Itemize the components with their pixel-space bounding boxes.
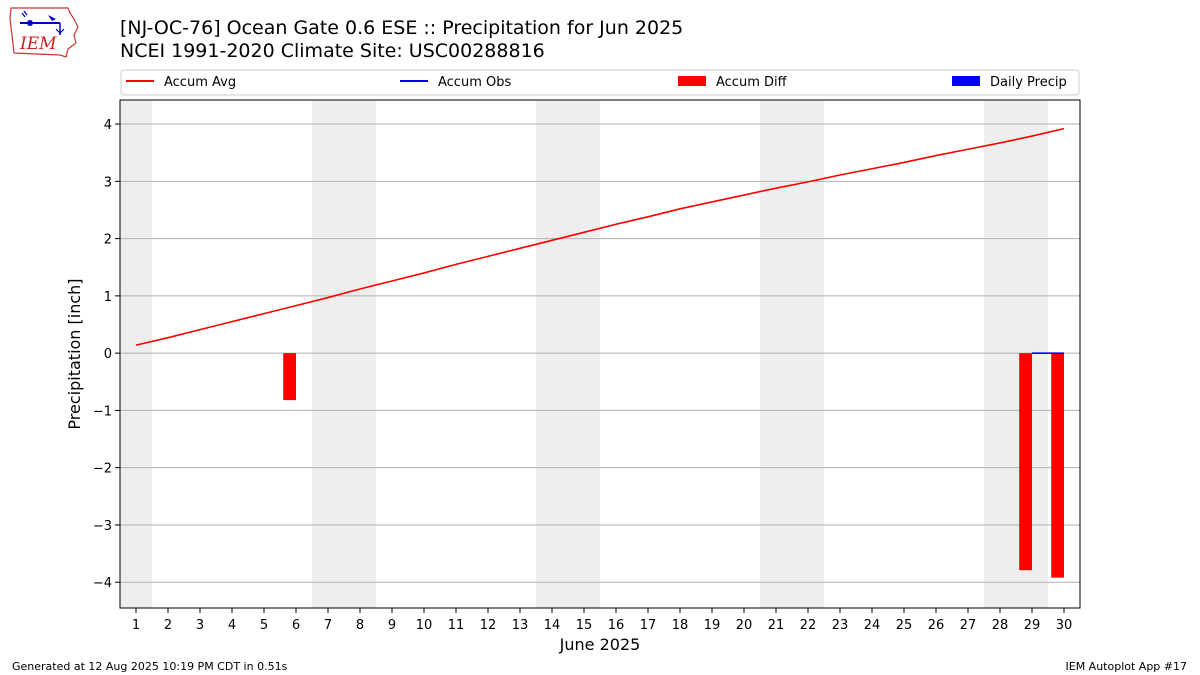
y-tick-label: −4: [93, 576, 112, 591]
x-tick-label: 12: [480, 618, 497, 633]
weekend-shade-day-14: [536, 100, 568, 608]
x-tick-label: 22: [800, 618, 817, 633]
accum-avg-line: [135, 127, 1065, 346]
x-tick-label: 29: [1024, 618, 1041, 633]
legend-swatch: [952, 76, 980, 86]
chart-subtitle: NCEI 1991-2020 Climate Site: USC00288816: [120, 40, 545, 62]
x-tick-label: 5: [260, 618, 268, 633]
x-tick-label: 16: [608, 618, 625, 633]
accum-diff-bar-day-29: [1019, 353, 1032, 571]
x-tick-label: 8: [356, 618, 364, 633]
y-tick-label: −3: [93, 519, 112, 534]
iem-logo: IEM: [9, 7, 79, 58]
x-tick-label: 9: [388, 618, 396, 633]
y-tick-label: −2: [93, 462, 112, 477]
x-tick-label: 11: [448, 618, 465, 633]
legend-label: Accum Avg: [164, 75, 236, 90]
x-tick-label: 18: [672, 618, 689, 633]
accum-diff-bar-day-30: [1051, 353, 1064, 578]
y-tick-label: 4: [104, 118, 112, 133]
weekend-shade-day-7: [312, 100, 344, 608]
y-axis-ticks: 4 3 2 1 0 −1 −2 −3 −4: [93, 118, 120, 591]
y-tick-label: 0: [104, 347, 112, 362]
plot-frame: [119, 99, 1081, 609]
weekend-shade-day-22: [792, 100, 824, 608]
legend-label: Daily Precip: [990, 75, 1067, 90]
app-label: IEM Autoplot App #17: [1065, 660, 1188, 673]
logo-text: IEM: [19, 34, 57, 54]
x-tick-label: 15: [576, 618, 593, 633]
x-tick-label: 13: [512, 618, 529, 633]
chart-title: [NJ-OC-76] Ocean Gate 0.6 ESE :: Precipi…: [120, 17, 684, 39]
x-tick-label: 30: [1056, 618, 1073, 633]
x-tick-label: 19: [704, 618, 721, 633]
y-tick-label: 2: [104, 233, 112, 248]
weekend-shade-day-1: [120, 100, 152, 608]
x-tick-label: 7: [324, 618, 332, 633]
x-tick-label: 28: [992, 618, 1009, 633]
y-tick-label: −1: [93, 404, 112, 419]
x-axis-label: June 2025: [559, 635, 641, 654]
x-tick-label: 14: [544, 618, 561, 633]
weather-station-icon: [20, 10, 65, 35]
x-tick-label: 6: [292, 618, 300, 633]
y-tick-label: 3: [104, 175, 112, 190]
weekend-shading: [120, 100, 1048, 608]
x-axis-ticks: 1 2 3 4 5 6 7 8 9 10 11 12 13 14 15 16 17 18 19 20 21 22 23 24 2…: [132, 608, 1072, 633]
weekend-shade-day-21: [760, 100, 792, 608]
legend-swatch: [678, 76, 706, 86]
x-tick-label: 2: [164, 618, 172, 633]
x-tick-label: 10: [416, 618, 433, 633]
x-tick-label: 26: [928, 618, 945, 633]
legend-label: Accum Obs: [438, 75, 511, 90]
x-tick-label: 4: [228, 618, 236, 633]
accum-diff-bars: [283, 353, 1064, 578]
x-tick-label: 21: [768, 618, 785, 633]
x-tick-label: 27: [960, 618, 977, 633]
weekend-shade-day-28: [984, 100, 1016, 608]
weekend-shade-day-8: [344, 100, 376, 608]
legend-label: Accum Diff: [716, 75, 788, 90]
accum-diff-bar-day-6: [283, 353, 296, 401]
horizontal-gridlines: [120, 123, 1080, 583]
x-tick-label: 24: [864, 618, 881, 633]
y-axis-label: Precipitation [inch]: [65, 278, 84, 429]
x-tick-label: 1: [132, 618, 140, 633]
accum-lines: [135, 127, 1065, 354]
x-tick-label: 17: [640, 618, 657, 633]
y-tick-label: 1: [104, 290, 112, 305]
legend: Accum Avg Accum Obs Accum Diff Daily Precip: [120, 69, 1080, 96]
x-tick-label: 25: [896, 618, 913, 633]
x-tick-label: 23: [832, 618, 849, 633]
x-tick-label: 3: [196, 618, 204, 633]
x-tick-label: 20: [736, 618, 753, 633]
generated-timestamp: Generated at 12 Aug 2025 10:19 PM CDT in…: [12, 660, 288, 673]
weekend-shade-day-15: [568, 100, 600, 608]
legend-box: [120, 69, 1080, 96]
